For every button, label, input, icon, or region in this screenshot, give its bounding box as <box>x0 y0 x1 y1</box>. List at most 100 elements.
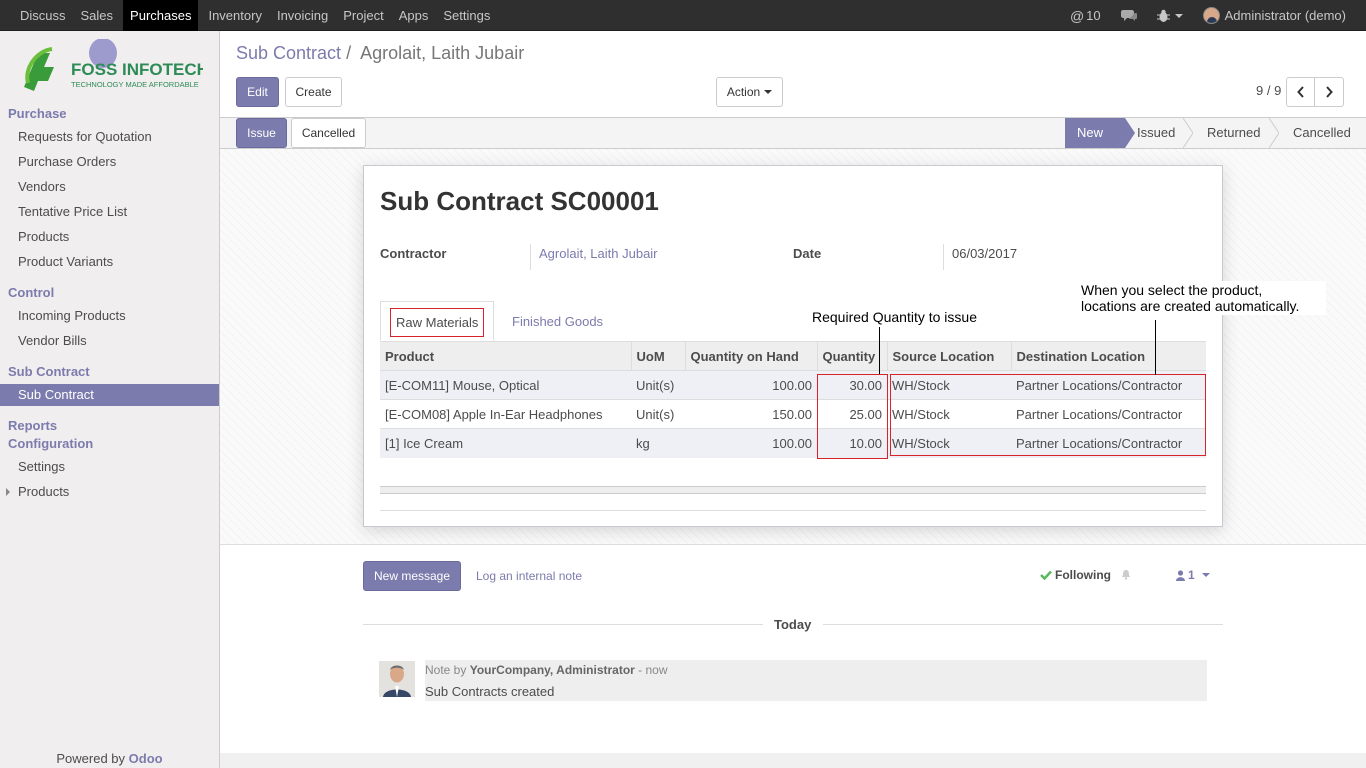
menu-invoicing[interactable]: Invoicing <box>276 8 329 23</box>
message-body: Sub Contracts created <box>425 684 555 699</box>
followers-dropdown[interactable]: 1 <box>1176 568 1210 582</box>
action-label: Action <box>726 85 761 99</box>
divider <box>363 624 763 625</box>
pager-previous-button[interactable] <box>1286 77 1315 107</box>
powered-by-text: Powered by <box>56 751 126 766</box>
column-uom[interactable]: UoM <box>630 341 685 371</box>
stage-new: New <box>1065 118 1125 148</box>
stage-returned[interactable]: Returned <box>1207 125 1261 140</box>
at-icon: @ <box>1069 7 1085 24</box>
divider <box>380 510 1206 511</box>
section-configuration: Configuration <box>8 436 94 451</box>
note-prefix: Note by <box>425 663 467 677</box>
divider <box>823 624 1223 625</box>
debug-menu[interactable] <box>1156 9 1183 23</box>
menu-settings[interactable]: Settings <box>443 8 491 23</box>
cell-destination-location: Partner Locations/Contractor <box>1011 428 1206 458</box>
app-menu: Discuss Sales Purchases Inventory Invoic… <box>15 0 500 31</box>
note-author[interactable]: YourCompany, Administrator <box>469 663 635 677</box>
sidebar-item-config-products[interactable]: Products <box>0 481 219 503</box>
new-message-button[interactable]: New message <box>363 561 461 591</box>
issue-button[interactable]: Issue <box>236 118 287 148</box>
pager-next-button[interactable] <box>1314 77 1344 107</box>
cell-uom: Unit(s) <box>631 399 685 429</box>
menu-sales[interactable]: Sales <box>80 8 114 23</box>
sidebar-item-vendors[interactable]: Vendors <box>18 179 66 194</box>
stage-issued[interactable]: Issued <box>1137 125 1176 140</box>
sidebar-item-rfq[interactable]: Requests for Quotation <box>18 129 152 144</box>
column-quantity-on-hand[interactable]: Quantity on Hand <box>684 341 817 371</box>
chevron-right-icon <box>1326 86 1333 98</box>
odoo-link[interactable]: Odoo <box>128 751 163 766</box>
chat-icon[interactable] <box>1120 9 1137 23</box>
breadcrumb: Sub Contract / Agrolait, Laith Jubair <box>236 43 524 64</box>
column-product[interactable]: Product <box>380 341 631 371</box>
author-avatar[interactable] <box>379 661 415 697</box>
action-dropdown[interactable]: Action <box>716 77 783 107</box>
column-destination-location[interactable]: Destination Location <box>1010 341 1206 371</box>
menu-discuss[interactable]: Discuss <box>20 8 66 23</box>
menu-apps[interactable]: Apps <box>398 8 429 23</box>
chevron-down-icon <box>764 90 773 94</box>
company-logo[interactable]: FOSS INFOTECH TECHNOLOGY MADE AFFORDABLE <box>18 38 209 97</box>
section-reports[interactable]: Reports <box>8 418 58 433</box>
sidebar-item-vendor-bills[interactable]: Vendor Bills <box>18 333 87 348</box>
following-toggle[interactable]: Following <box>1040 568 1111 582</box>
contractor-field[interactable]: Agrolait, Laith Jubair <box>530 244 658 270</box>
sidebar-item-product-variants[interactable]: Product Variants <box>18 254 114 269</box>
stage-cancelled[interactable]: Cancelled <box>1293 125 1351 140</box>
column-quantity[interactable]: Quantity <box>816 341 887 371</box>
date-separator: Today <box>774 617 812 632</box>
sidebar-item-tentative-price-list[interactable]: Tentative Price List <box>18 204 128 219</box>
cell-quantity-on-hand: 150.00 <box>685 399 817 429</box>
menu-purchases[interactable]: Purchases <box>123 0 199 31</box>
table-row[interactable]: [E-COM08] Apple In-Ear Headphones Unit(s… <box>380 399 1206 429</box>
edit-button[interactable]: Edit <box>236 77 279 107</box>
caret-right-icon <box>6 488 10 496</box>
menu-project[interactable]: Project <box>343 8 384 23</box>
table-footer <box>380 486 1206 494</box>
sidebar-item-settings[interactable]: Settings <box>18 459 65 474</box>
table-row[interactable]: [1] Ice Cream kg 100.00 10.00 WH/Stock P… <box>380 428 1206 458</box>
cell-product: [1] Ice Cream <box>380 428 631 458</box>
followers-count: 1 <box>1188 568 1195 582</box>
quantity-highlight-box <box>817 374 888 459</box>
chevron-down-icon <box>1201 573 1210 577</box>
pager-value[interactable]: 9 / 9 <box>1256 83 1282 98</box>
sidebar-item-incoming-products[interactable]: Incoming Products <box>18 308 126 323</box>
bell-icon[interactable] <box>1121 569 1131 580</box>
page-bottom-bar <box>220 753 1366 768</box>
sidebar-item-sub-contract[interactable]: Sub Contract <box>0 384 219 406</box>
stage-arrow <box>1125 118 1135 148</box>
cell-product: [E-COM08] Apple In-Ear Headphones <box>380 399 631 429</box>
date-field[interactable]: 06/03/2017 <box>943 244 1017 270</box>
tab-raw-materials[interactable]: Raw Materials <box>380 301 494 341</box>
mentions-indicator[interactable]: @ 10 <box>1070 8 1101 24</box>
cell-product: [E-COM11] Mouse, Optical <box>380 370 631 400</box>
cell-uom: Unit(s) <box>631 370 685 400</box>
column-source-location[interactable]: Source Location <box>886 341 1011 371</box>
breadcrumb-current: Agrolait, Laith Jubair <box>360 43 525 63</box>
user-name: Administrator (demo) <box>1224 8 1346 23</box>
user-menu[interactable]: Administrator (demo) <box>1202 7 1346 24</box>
cancel-state-button[interactable]: Cancelled <box>291 118 366 148</box>
location-callout-line-1: When you select the product, <box>1081 282 1263 298</box>
sidebar-item-purchase-orders[interactable]: Purchase Orders <box>18 154 117 169</box>
section-purchase: Purchase <box>8 106 67 121</box>
breadcrumb-parent[interactable]: Sub Contract <box>236 43 342 63</box>
log-note-link[interactable]: Log an internal note <box>476 569 583 583</box>
cell-quantity: 10.00 <box>817 428 887 458</box>
date-label: Date <box>793 246 822 261</box>
stage-arrow <box>1269 118 1279 148</box>
status-bar: Issue Cancelled New Issued Returned Canc… <box>220 117 1366 149</box>
section-sub-contract: Sub Contract <box>8 364 90 379</box>
chevron-down-icon <box>1174 13 1183 18</box>
tab-finished-goods[interactable]: Finished Goods <box>512 314 603 334</box>
message-header: Note by YourCompany, Administrator - now <box>425 663 668 677</box>
sidebar-item-products[interactable]: Products <box>18 229 70 244</box>
breadcrumb-separator: / <box>346 43 352 63</box>
create-button[interactable]: Create <box>285 77 342 107</box>
menu-inventory[interactable]: Inventory <box>208 8 262 23</box>
check-icon <box>1040 570 1052 580</box>
record-title: Sub Contract SC00001 <box>380 186 659 216</box>
